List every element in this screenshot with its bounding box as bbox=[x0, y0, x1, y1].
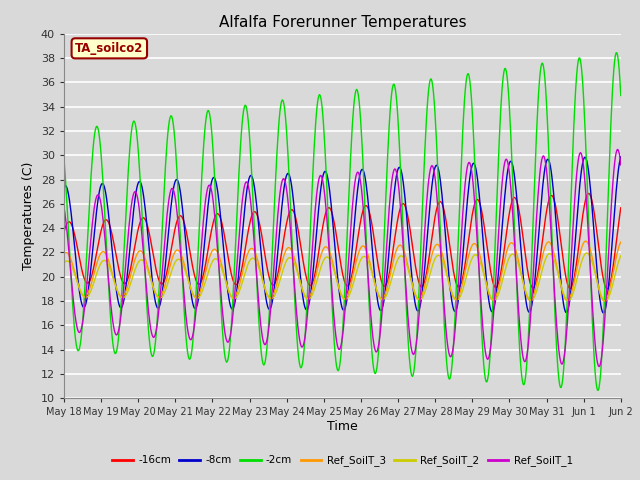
Legend: -16cm, -8cm, -2cm, Ref_SoilT_3, Ref_SoilT_2, Ref_SoilT_1: -16cm, -8cm, -2cm, Ref_SoilT_3, Ref_Soil… bbox=[108, 451, 577, 470]
Title: Alfalfa Forerunner Temperatures: Alfalfa Forerunner Temperatures bbox=[219, 15, 466, 30]
X-axis label: Time: Time bbox=[327, 420, 358, 433]
Y-axis label: Temperatures (C): Temperatures (C) bbox=[22, 162, 35, 270]
Text: TA_soilco2: TA_soilco2 bbox=[75, 42, 143, 55]
